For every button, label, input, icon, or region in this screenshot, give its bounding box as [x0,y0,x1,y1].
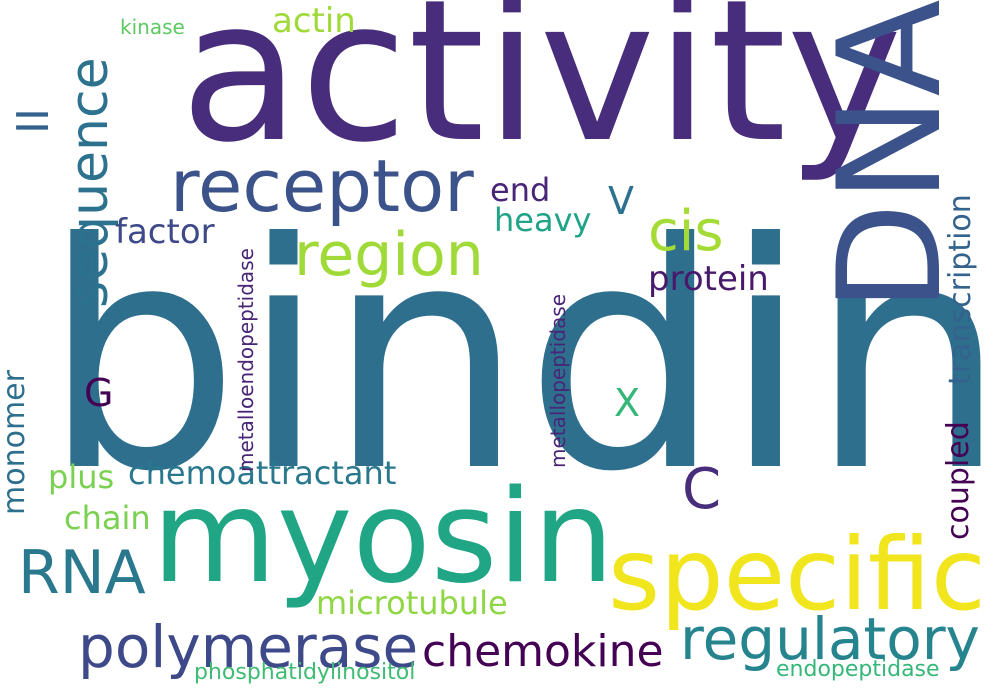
word-c: C [682,457,722,522]
word-ii: II [8,108,59,134]
word-end: end [490,171,551,209]
word-protein: protein [648,259,769,299]
word-receptor: receptor [170,144,474,228]
word-x: X [614,381,641,425]
word-sequence: sequence [60,57,120,308]
word-endopeptidase: endopeptidase [776,657,940,682]
word-cis: cis [648,199,724,264]
word-region: region [294,220,484,290]
word-factor: factor [115,212,215,252]
word-v: V [608,179,634,223]
word-dna: DNA [808,0,973,312]
word-myosin: myosin [152,463,615,612]
word-binding: binding [42,176,1000,540]
word-chemokine: chemokine [422,626,664,677]
word-plus: plus [48,458,115,496]
word-kinase: kinase [120,15,185,39]
word-phosphatidylinositol: phosphatidylinositol [194,660,416,685]
word-transcription: transcription [943,194,978,385]
word-microtubule: microtubule [316,584,508,622]
word-monomer: monomer [0,370,32,515]
word-regulatory: regulatory [680,605,980,673]
word-specific: specific [608,516,986,633]
word-polymerase: polymerase [78,613,419,681]
word-metallopeptidase: metallopeptidase [546,293,570,468]
word-metalloendopeptidase: metalloendopeptidase [234,248,258,472]
word-rna: RNA [18,538,146,608]
word-actin: actin [272,1,356,41]
word-g: G [84,371,114,415]
word-activity: activity [180,0,903,186]
word-chemoattractant: chemoattractant [128,454,397,492]
word-heavy: heavy [494,201,592,239]
word-coupled: coupled [941,421,976,540]
word-chain: chain [64,499,151,537]
